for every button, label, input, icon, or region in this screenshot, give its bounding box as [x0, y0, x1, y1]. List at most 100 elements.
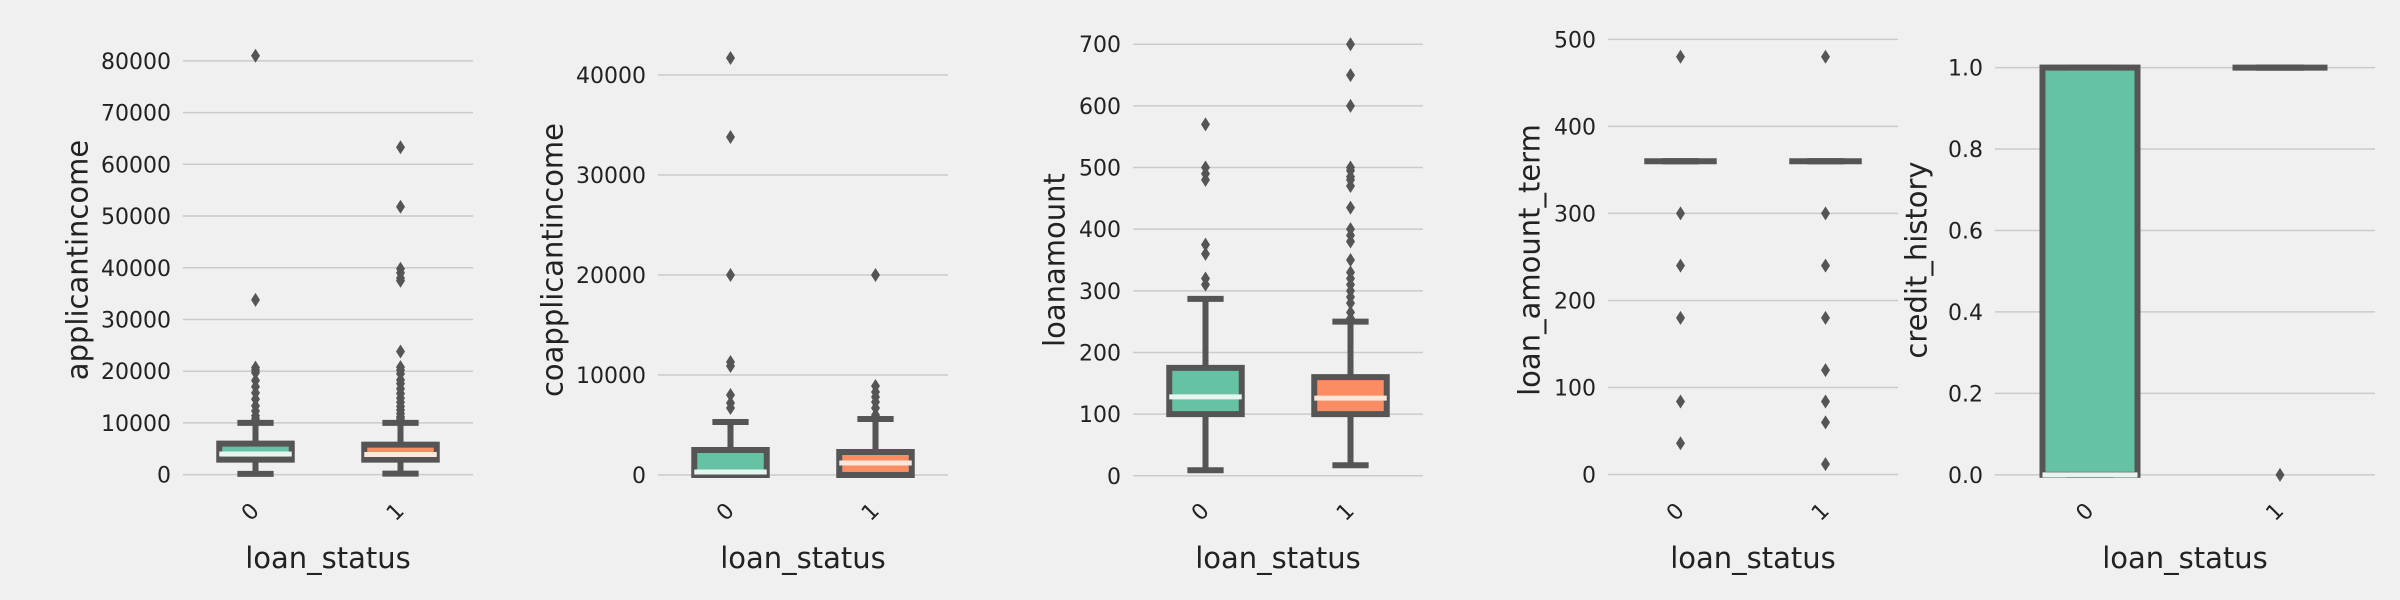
y-tick-label: 0.8	[1948, 138, 1983, 163]
outlier-point	[1676, 394, 1685, 409]
outlier-point	[1821, 206, 1830, 221]
chart-panel-applicantincome: 0 10000 20000 30000 40000 50000 60000 70000 8000…	[61, 48, 473, 575]
y-tick-label: 500	[1554, 28, 1596, 53]
outlier-point	[1201, 172, 1210, 187]
outlier-point	[1346, 37, 1355, 52]
box-plot-0	[216, 48, 295, 477]
outlier-point	[1821, 457, 1830, 472]
outlier-point	[1821, 415, 1830, 430]
box-plot-1	[836, 268, 915, 478]
chart-panel-credit_history: 0.0 0.2 0.4 0.6 0.8 1.0 credit_history 0 1 loan_s…	[1900, 57, 2375, 575]
box-iqr	[1166, 364, 1245, 418]
y-tick-label: 0	[1107, 465, 1121, 490]
y-tick-label: 600	[1079, 95, 1121, 120]
outlier-point	[1201, 117, 1210, 132]
y-tick-label: 400	[1079, 218, 1121, 243]
outlier-point	[1676, 436, 1685, 451]
x-axis-label: loan_status	[245, 541, 411, 575]
y-tick-label: 300	[1554, 202, 1596, 227]
outlier-point	[1676, 310, 1685, 325]
outlier-point	[726, 130, 735, 144]
y-tick-label: 0.4	[1948, 301, 1983, 326]
y-tick-label: 50000	[101, 205, 171, 230]
outlier-point	[1821, 310, 1830, 325]
x-tick-label: 0	[712, 499, 740, 527]
outlier-point	[1346, 179, 1355, 194]
x-tick-label: 1	[382, 499, 410, 527]
y-tick-label: 30000	[576, 164, 646, 189]
outlier-point	[396, 199, 405, 214]
outlier-point	[1201, 246, 1210, 261]
outlier-point	[251, 411, 260, 426]
outlier-point	[726, 359, 735, 373]
box-plot-0	[1166, 117, 1245, 474]
y-tick-label: 20000	[576, 264, 646, 289]
y-tick-label: 40000	[576, 64, 646, 89]
outlier-point	[1676, 49, 1685, 64]
outlier-point	[1201, 237, 1210, 252]
box-plot-0	[691, 51, 770, 478]
outlier-point	[251, 365, 260, 380]
outlier-point	[396, 140, 405, 155]
outlier-point	[251, 48, 260, 63]
y-tick-label: 80000	[101, 50, 171, 75]
outlier-point	[726, 51, 735, 65]
outlier-point	[1346, 253, 1355, 267]
outlier-point	[1821, 258, 1830, 273]
chart-panel-coapplicantincome: 0 10000 20000 30000 40000 coapplicantincome 0 1…	[536, 51, 948, 575]
x-tick-label: 1	[1807, 499, 1835, 527]
outlier-point	[251, 292, 260, 307]
chart-panel-loan_amount_term: 0 100 200 300 400 500 loan_amount_term 0 1 loan_s…	[1513, 28, 1898, 575]
y-tick-label: 0	[157, 464, 171, 489]
box-plot-1	[361, 140, 440, 477]
outlier-point	[871, 268, 880, 282]
x-tick-label: 0	[1662, 499, 1690, 527]
y-tick-label: 100	[1079, 403, 1121, 428]
y-tick-label: 200	[1554, 289, 1596, 314]
outlier-point	[396, 411, 405, 426]
x-tick-label: 0	[2072, 499, 2100, 527]
x-tick-label: 1	[2262, 499, 2290, 527]
y-tick-label: 400	[1554, 115, 1596, 140]
outlier-point	[1676, 258, 1685, 273]
y-tick-label: 10000	[101, 412, 171, 437]
x-tick-label: 0	[237, 499, 265, 527]
outlier-point	[1346, 68, 1355, 83]
y-tick-label: 60000	[101, 153, 171, 178]
chart-panel-loanamount: 0 100 200 300 400 500 600 700 loanamount 0 1 loan_s…	[1038, 33, 1423, 575]
y-axis-label: credit_history	[1900, 161, 1934, 358]
y-axis-label: loan_amount_term	[1513, 124, 1547, 396]
outlier-point	[2275, 467, 2285, 482]
x-tick-label: 1	[1332, 499, 1360, 527]
box-plot-1	[2232, 64, 2328, 482]
outlier-point	[1821, 49, 1830, 64]
outlier-point	[1676, 206, 1685, 221]
x-axis-label: loan_status	[720, 541, 886, 575]
y-tick-label: 20000	[101, 360, 171, 385]
y-tick-label: 30000	[101, 308, 171, 333]
x-tick-label: 0	[1187, 499, 1215, 527]
y-tick-label: 1.0	[1948, 57, 1983, 82]
y-tick-label: 500	[1079, 157, 1121, 182]
y-tick-label: 200	[1079, 341, 1121, 366]
outlier-point	[1346, 200, 1355, 215]
outlier-point	[1346, 234, 1355, 249]
y-axis-label: loanamount	[1038, 173, 1072, 347]
box-plot-0	[1644, 49, 1717, 451]
outlier-point	[1821, 363, 1830, 378]
box-plot-1	[1311, 37, 1390, 469]
y-tick-label: 0.0	[1948, 464, 1983, 489]
y-tick-label: 0.2	[1948, 382, 1983, 407]
y-tick-label: 0	[632, 464, 646, 489]
outlier-point	[396, 273, 405, 288]
x-axis-label: loan_status	[1195, 541, 1361, 575]
outlier-point	[1821, 394, 1830, 409]
y-tick-label: 0.6	[1948, 219, 1983, 244]
outlier-point	[726, 401, 735, 415]
outlier-point	[396, 344, 405, 359]
outlier-point	[726, 268, 735, 282]
outlier-point	[1346, 311, 1355, 326]
outlier-point	[726, 388, 735, 402]
x-axis-label: loan_status	[2102, 541, 2268, 575]
